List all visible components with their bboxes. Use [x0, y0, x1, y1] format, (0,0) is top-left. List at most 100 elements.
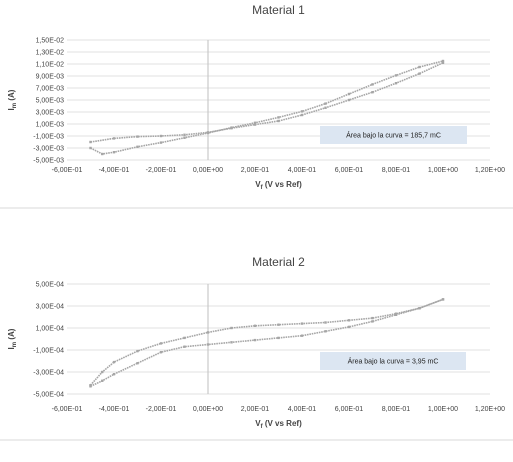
- data-point: [112, 137, 116, 140]
- x-tick-label: 0,00E+00: [193, 167, 223, 174]
- y-tick-label: -5,00E-03: [33, 158, 64, 165]
- y-axis-label: Im (A): [7, 89, 18, 110]
- data-point: [394, 313, 398, 316]
- data-point: [112, 151, 116, 154]
- data-point: [253, 338, 257, 342]
- y-tick-label: -3,00E-03: [33, 146, 64, 153]
- y-tick-label: 9,00E-03: [36, 74, 65, 81]
- y-tick-label: 5,00E-04: [36, 282, 65, 289]
- data-point: [206, 131, 210, 135]
- data-point: [324, 106, 327, 109]
- data-point: [89, 140, 92, 144]
- area-annotation-box: [320, 352, 466, 370]
- data-point: [230, 326, 233, 330]
- data-point: [441, 61, 445, 64]
- y-tick-label: -3,00E-04: [33, 370, 64, 377]
- x-tick-label: 6,00E-01: [335, 406, 364, 413]
- data-point: [300, 322, 304, 325]
- x-tick-label: 2,00E-01: [241, 406, 270, 413]
- data-point: [206, 331, 210, 334]
- data-point: [347, 319, 351, 322]
- data-point: [136, 145, 139, 148]
- x-tick-label: -2,00E-01: [146, 167, 177, 174]
- area-annotation-text: Área bajo la curva = 3,95 mC: [348, 357, 439, 366]
- x-tick-label: 4,00E-01: [288, 167, 317, 174]
- x-tick-label: 4,00E-01: [288, 406, 317, 413]
- data-point: [277, 323, 280, 326]
- data-point: [89, 146, 92, 150]
- data-point: [300, 334, 304, 337]
- area-annotation-box: [320, 126, 467, 144]
- x-tick-label: -4,00E-01: [99, 406, 130, 413]
- y-tick-label: -1,00E-03: [33, 134, 64, 141]
- y-tick-label: 1,50E-02: [36, 38, 65, 45]
- chart-title: Material 1: [252, 3, 305, 17]
- y-tick-label: 7,00E-03: [36, 86, 65, 93]
- data-point: [101, 152, 104, 156]
- chart-title: Material 2: [252, 255, 305, 269]
- x-tick-label: 1,20E+00: [475, 406, 505, 413]
- data-point: [347, 98, 351, 102]
- x-tick-label: -4,00E-01: [99, 167, 130, 174]
- data-point: [371, 91, 374, 94]
- x-tick-label: -2,00E-01: [146, 406, 177, 413]
- data-point: [418, 65, 421, 69]
- data-point: [418, 307, 421, 310]
- data-point: [300, 113, 304, 117]
- data-point: [441, 59, 445, 63]
- y-axis-label: Im (A): [7, 328, 18, 349]
- y-tick-label: 5,00E-03: [36, 98, 65, 105]
- data-point: [277, 116, 280, 119]
- data-point: [324, 102, 327, 105]
- data-point: [253, 121, 257, 124]
- data-point: [183, 336, 186, 340]
- data-point: [136, 135, 139, 138]
- data-point: [324, 321, 327, 324]
- data-point: [136, 349, 139, 353]
- data-point: [371, 83, 374, 86]
- data-point: [159, 342, 163, 345]
- y-tick-label: -5,00E-04: [33, 392, 64, 399]
- data-point: [159, 351, 163, 354]
- y-tick-label: 1,10E-02: [36, 62, 65, 69]
- data-point: [347, 325, 351, 329]
- data-point: [112, 373, 116, 376]
- data-point: [230, 341, 233, 344]
- data-point: [277, 119, 280, 123]
- series-1-line: [90, 62, 444, 143]
- data-point: [101, 370, 104, 374]
- x-tick-label: -6,00E-01: [52, 406, 83, 413]
- y-tick-label: -1,00E-04: [33, 348, 64, 355]
- data-point: [112, 360, 116, 364]
- y-tick-label: 1,00E-04: [36, 326, 65, 333]
- data-point: [136, 362, 139, 365]
- x-tick-label: 2,00E-01: [241, 167, 270, 174]
- data-point: [277, 336, 280, 340]
- x-tick-label: 0,00E+00: [193, 406, 223, 413]
- data-point: [324, 330, 327, 333]
- data-point: [206, 343, 210, 346]
- series-1-line: [89, 298, 444, 386]
- chart-2: Material 2 5,00E-04 3,00E-04 1,00E-04 -1,00E…: [0, 255, 513, 441]
- data-point: [183, 345, 186, 348]
- data-point: [159, 141, 163, 144]
- data-point: [371, 320, 374, 323]
- data-point: [441, 298, 445, 301]
- data-point: [418, 72, 421, 75]
- y-tick-label: 1,30E-02: [36, 50, 65, 57]
- x-tick-label: 8,00E-01: [382, 167, 411, 174]
- data-point: [347, 92, 351, 96]
- y-tick-label: 3,00E-03: [36, 110, 65, 117]
- series-2-line: [90, 298, 444, 388]
- x-tick-label: 1,20E+00: [475, 167, 505, 174]
- y-tick-label: 3,00E-04: [36, 304, 65, 311]
- area-annotation-text: Área bajo la curva = 185,7 mC: [346, 131, 441, 140]
- data-point: [253, 324, 257, 327]
- x-tick-label: 6,00E-01: [335, 167, 364, 174]
- data-point: [300, 110, 304, 113]
- x-axis-label: Vf (V vs Ref): [255, 180, 302, 191]
- x-axis-label: Vf (V vs Ref): [255, 419, 302, 430]
- data-point: [230, 126, 233, 129]
